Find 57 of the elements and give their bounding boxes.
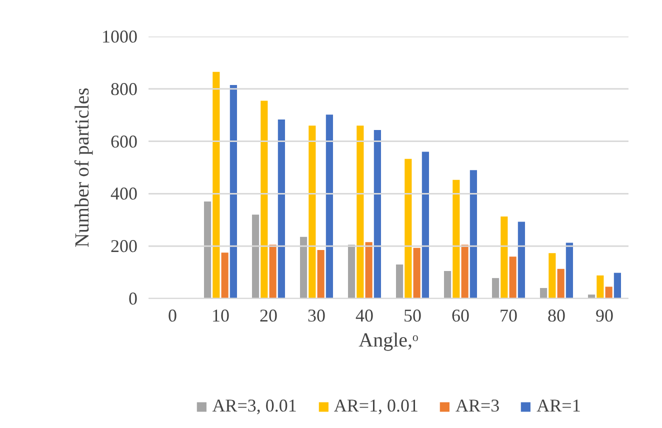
bar	[605, 286, 612, 298]
bar	[317, 250, 324, 298]
bar	[557, 268, 564, 298]
y-tick-label: 0	[128, 288, 138, 308]
y-tick-label: 200	[110, 236, 138, 256]
x-tick-label: 60	[452, 306, 470, 326]
y-tick-label: 800	[110, 78, 138, 99]
bar	[230, 84, 237, 298]
x-axis-title: Angle,ᵒ	[358, 330, 419, 352]
x-tick-label: 50	[404, 306, 422, 326]
x-tick-label: 70	[500, 306, 518, 326]
bar	[614, 272, 621, 298]
x-tick-label: 10	[212, 306, 230, 326]
y-tick-label: 400	[110, 184, 138, 204]
x-tick-label: 40	[356, 306, 374, 326]
bar	[492, 278, 500, 298]
bar	[422, 152, 429, 298]
bar	[452, 180, 460, 298]
bar	[260, 100, 268, 298]
bar	[540, 288, 548, 298]
bar	[204, 202, 212, 298]
bar	[509, 256, 516, 298]
bar	[348, 244, 356, 298]
bar	[518, 222, 525, 298]
x-tick-label: 0	[168, 306, 177, 326]
legend-label: AR=1	[536, 396, 581, 416]
bar	[413, 248, 420, 298]
bar	[404, 158, 412, 298]
bar	[212, 72, 220, 298]
bar	[500, 216, 508, 298]
bar	[461, 244, 468, 298]
x-tick-label: 90	[596, 306, 614, 326]
bar	[221, 252, 228, 298]
bar	[356, 126, 364, 298]
bar	[300, 236, 308, 298]
bar	[252, 214, 260, 298]
bar	[269, 244, 276, 298]
x-tick-label: 20	[260, 306, 278, 326]
bar	[365, 242, 372, 298]
bar	[548, 253, 556, 298]
bar	[596, 275, 604, 298]
bar	[374, 130, 381, 298]
y-tick-label: 600	[110, 131, 138, 152]
bar	[470, 170, 477, 298]
legend-label: AR=1, 0.01	[334, 396, 418, 416]
bar	[308, 126, 316, 298]
y-axis-title: Number of particles	[72, 87, 94, 248]
x-tick-label: 80	[548, 306, 566, 326]
bar	[396, 264, 404, 298]
legend-label: AR=3, 0.01	[212, 396, 297, 416]
bar	[566, 242, 573, 298]
x-tick-label: 30	[308, 306, 326, 326]
bar	[444, 270, 452, 298]
bar	[326, 114, 333, 298]
legend-label: AR=3	[456, 396, 500, 416]
y-tick-label: 1000	[102, 26, 138, 46]
bar	[278, 120, 285, 298]
